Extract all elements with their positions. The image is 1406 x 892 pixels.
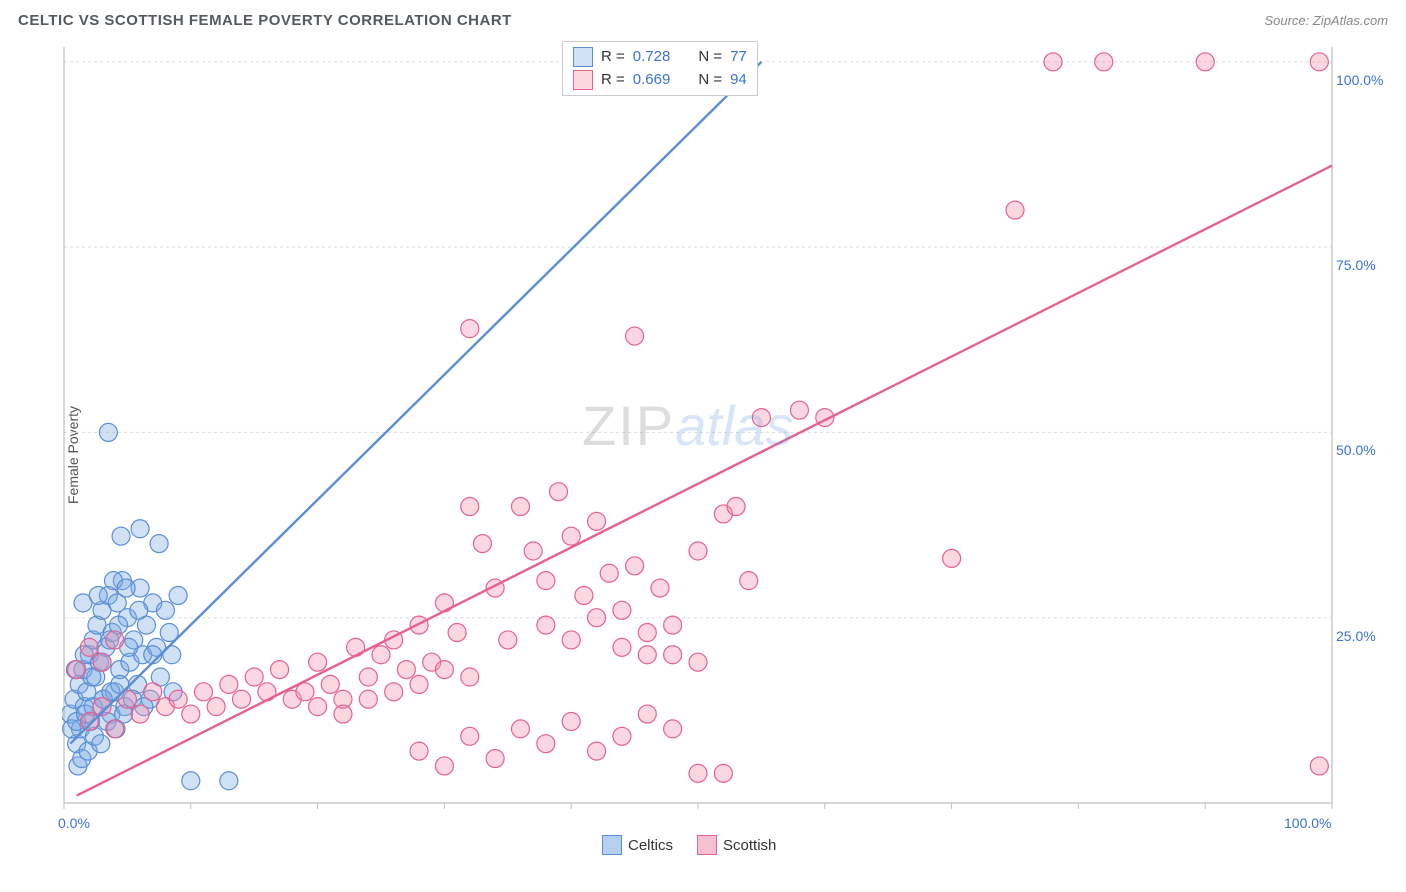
series-legend: Celtics Scottish (602, 835, 776, 855)
plot-area: ZIPatlas R =0.728N =77R =0.669N =94 Celt… (62, 43, 1372, 833)
y-tick-label: 50.0% (1336, 442, 1376, 458)
y-tick-label: 25.0% (1336, 628, 1376, 644)
legend-r-value: 0.669 (633, 69, 671, 92)
series-swatch (602, 835, 622, 855)
chart-title: CELTIC VS SCOTTISH FEMALE POVERTY CORREL… (18, 12, 512, 29)
legend-r-value: 0.728 (633, 46, 671, 69)
chart-area: Female Poverty ZIPatlas R =0.728N =77R =… (18, 35, 1388, 875)
series-legend-item: Scottish (697, 835, 776, 855)
y-tick-label: 75.0% (1336, 257, 1376, 273)
legend-row: R = 0.728 N = 77 (573, 46, 747, 69)
legend-n-label: N = (698, 69, 722, 92)
chart-container: CELTIC VS SCOTTISH FEMALE POVERTY CORREL… (0, 0, 1406, 892)
legend-n-label: N = (698, 46, 722, 69)
scatter-chart-svg (62, 43, 1372, 833)
legend-row: R = 0.669 N = 94 (573, 69, 747, 92)
header-row: CELTIC VS SCOTTISH FEMALE POVERTY CORREL… (18, 12, 1388, 29)
x-tick-label: 100.0% (1284, 815, 1331, 831)
series-swatch (697, 835, 717, 855)
source-label: Source: ZipAtlas.com (1264, 13, 1388, 28)
series-label: Scottish (723, 837, 776, 854)
legend-swatch (573, 70, 593, 90)
y-tick-label: 100.0% (1336, 72, 1383, 88)
correlation-legend: R = 0.728 N = 77 R = 0.669 N = 94 (562, 41, 758, 96)
series-legend-item: Celtics (602, 835, 673, 855)
series-label: Celtics (628, 837, 673, 854)
legend-n-value: 94 (730, 69, 747, 92)
legend-swatch (573, 47, 593, 67)
legend-n-value: 77 (730, 46, 747, 69)
legend-r-label: R = (601, 46, 625, 69)
x-tick-label: 0.0% (58, 815, 90, 831)
legend-r-label: R = (601, 69, 625, 92)
